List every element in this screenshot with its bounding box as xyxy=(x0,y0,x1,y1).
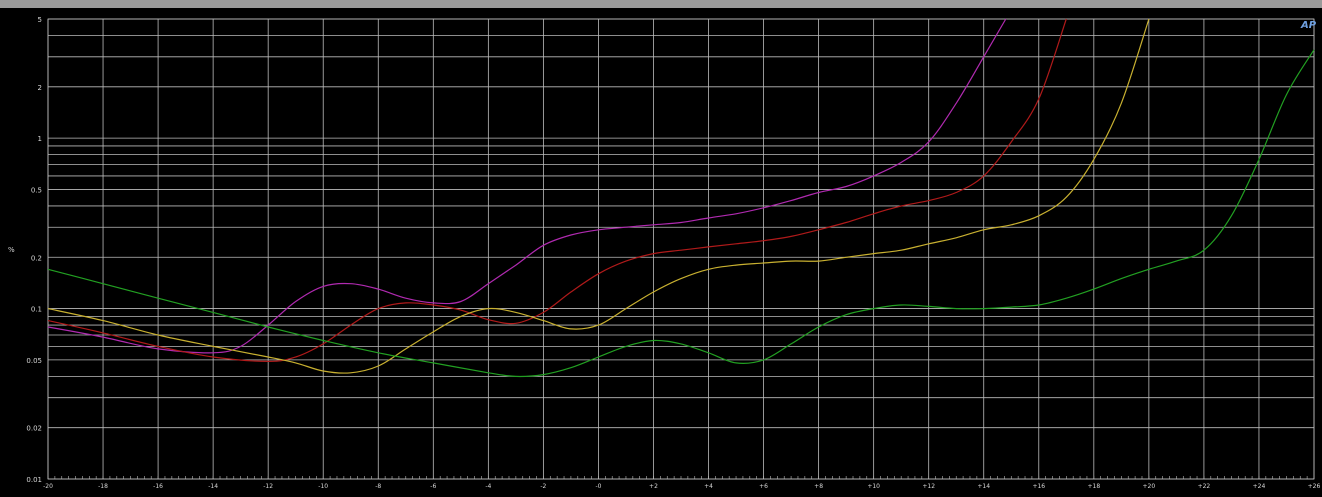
x-tick-label: +10 xyxy=(867,483,880,490)
x-tick-label: -14 xyxy=(208,483,218,490)
series-layer xyxy=(47,18,1315,378)
x-tick-label: -8 xyxy=(375,483,381,490)
plot-frame xyxy=(47,18,1315,480)
x-tick-label: +6 xyxy=(759,483,768,490)
x-tick-label: -16 xyxy=(153,483,163,490)
grid xyxy=(47,18,1315,480)
x-tick-label: -18 xyxy=(98,483,108,490)
x-tick-label: +20 xyxy=(1143,483,1156,490)
series-line-1 xyxy=(47,18,1007,354)
y-tick-label: 0.5 xyxy=(31,186,42,194)
x-tick-label: +22 xyxy=(1198,483,1211,490)
x-tick-label: +2 xyxy=(649,483,658,490)
y-tick-label: 1 xyxy=(38,135,42,143)
x-tick-label: +8 xyxy=(814,483,823,490)
y-tick-label: 0.05 xyxy=(26,357,42,365)
x-tick-label: -2 xyxy=(540,483,546,490)
y-tick-label: 0.02 xyxy=(26,425,42,433)
x-tick-label: +16 xyxy=(1032,483,1045,490)
x-tick-label: +12 xyxy=(922,483,935,490)
y-axis-ticks: 5 2 1 0.5 0.2 0.1 0.05 0.02 0.01 xyxy=(26,16,42,484)
y-tick-label: 5 xyxy=(38,16,42,24)
y-tick-label: 2 xyxy=(38,84,42,92)
ap-logo: AP xyxy=(1300,20,1317,31)
series-line-2 xyxy=(47,18,1067,363)
x-tick-label: -12 xyxy=(263,483,273,490)
x-axis-ticks: -20 -18 -16 -14 -12 -10 -8 -6 -4 -2 -0 +2 +4 +6 +8 +10 +… xyxy=(43,483,1320,490)
x-tick-label: +18 xyxy=(1087,483,1100,490)
x-tick-label: +14 xyxy=(977,483,990,490)
window-title-bar xyxy=(0,0,1322,8)
x-tick-label: +26 xyxy=(1308,483,1321,490)
x-tick-label: -6 xyxy=(430,483,436,490)
y-axis-unit-label: % xyxy=(8,246,15,254)
x-tick-label: -20 xyxy=(43,483,53,490)
x-tick-label: +4 xyxy=(704,483,713,490)
y-tick-label: 0.1 xyxy=(31,306,42,314)
x-tick-label: -4 xyxy=(485,483,491,490)
x-tick-label: -10 xyxy=(318,483,328,490)
y-tick-label: 0.01 xyxy=(26,476,42,484)
series-line-3 xyxy=(47,18,1150,374)
series-line-4 xyxy=(47,49,1315,378)
x-tick-label: -0 xyxy=(595,483,601,490)
x-tick-label: +24 xyxy=(1253,483,1266,490)
y-tick-label: 0.2 xyxy=(31,254,42,262)
